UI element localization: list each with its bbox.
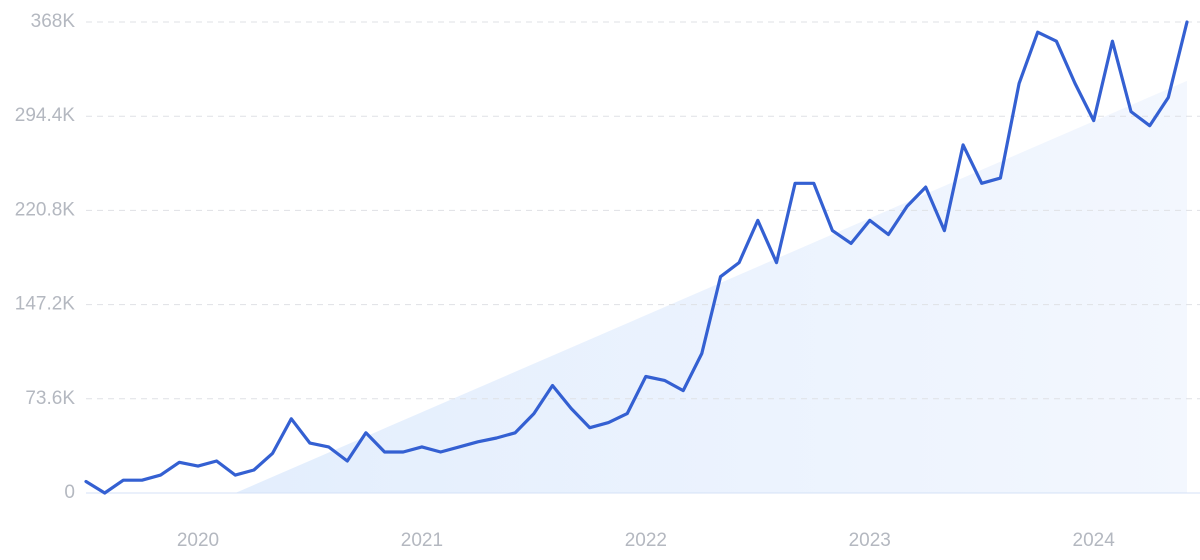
y-tick-label: 73.6K xyxy=(25,388,75,409)
y-tick-label: 220.8K xyxy=(15,199,76,220)
x-tick-label: 2024 xyxy=(1073,530,1116,551)
trend-area xyxy=(235,80,1187,493)
x-tick-label: 2021 xyxy=(401,530,443,551)
y-tick-label: 368K xyxy=(31,11,76,32)
y-tick-label: 0 xyxy=(64,482,75,503)
x-tick-label: 2023 xyxy=(849,530,891,551)
data-line xyxy=(84,20,1189,495)
y-tick-label: 147.2K xyxy=(15,294,76,315)
x-tick-label: 2020 xyxy=(177,530,219,551)
x-tick-label: 2022 xyxy=(625,530,667,551)
y-tick-label: 294.4K xyxy=(15,105,76,126)
